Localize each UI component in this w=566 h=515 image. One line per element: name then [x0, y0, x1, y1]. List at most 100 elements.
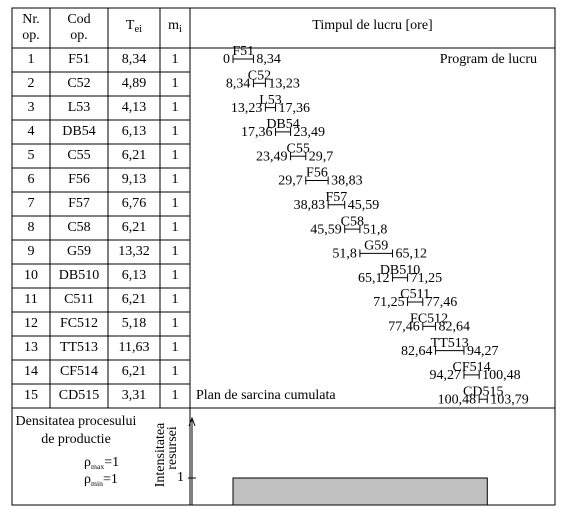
cell: 3 [28, 100, 35, 115]
cell: 1 [172, 196, 179, 211]
load-bar [232, 477, 488, 506]
op-code: C55 [286, 141, 309, 156]
cell: 1 [172, 220, 179, 235]
axis-arrow [188, 416, 196, 427]
cell: 12 [24, 316, 38, 331]
cell: 1 [172, 76, 179, 91]
end-label: 65,12 [396, 247, 428, 262]
op-code: F51 [232, 44, 254, 59]
main: m [168, 18, 179, 33]
cell: 4,13 [122, 100, 147, 115]
cell: 8 [28, 220, 35, 235]
header-cell: Nr. op. [22, 12, 40, 43]
end-label: 82,64 [438, 320, 470, 335]
start-label: 100,48 [438, 392, 477, 407]
op-code: F57 [326, 190, 348, 205]
cell: 1 [172, 364, 179, 379]
end-label: 8,34 [256, 52, 281, 67]
cell: 9,13 [122, 172, 147, 187]
cell: CD515 [59, 388, 99, 403]
header-cell: Tei [126, 18, 142, 35]
axis-label: Intensitatea [153, 422, 168, 487]
cell: 1 [172, 100, 179, 115]
start-label: 51,8 [332, 247, 357, 262]
end-label: 29,7 [309, 149, 334, 164]
cell: C55 [67, 148, 90, 163]
cell: 1 [172, 124, 179, 139]
sub: i [179, 24, 182, 35]
header-cell: Timpul de lucru [ore] [312, 18, 432, 33]
rho-min: ρmin=1 [84, 472, 118, 488]
cell: 14 [24, 364, 38, 379]
end-label: 45,59 [348, 198, 380, 213]
cell: 1 [172, 148, 179, 163]
op-code: CD515 [463, 384, 503, 399]
start-label: 8,34 [226, 77, 251, 92]
op-code: CF514 [453, 360, 491, 375]
sub: min [91, 479, 103, 488]
start-label: 17,36 [241, 125, 273, 140]
end-label: 38,83 [331, 174, 363, 189]
cell: 6,21 [122, 292, 147, 307]
op-code: C58 [341, 214, 364, 229]
cell: 6,13 [122, 124, 147, 139]
cell: 8,34 [122, 52, 147, 67]
sub: max [91, 462, 104, 471]
y-tick-label: 1 [177, 470, 184, 485]
density-title: Densitatea procesului [16, 414, 137, 429]
cell: 1 [172, 340, 179, 355]
cell: 1 [172, 388, 179, 403]
cell: 4,89 [122, 76, 147, 91]
main: ρ [84, 455, 91, 470]
cell: 5,18 [122, 316, 147, 331]
cell: 10 [24, 268, 38, 283]
main: ρ [84, 472, 91, 487]
start-label: 38,83 [294, 198, 326, 213]
end-label: 71,25 [411, 271, 443, 286]
cell: 1 [172, 268, 179, 283]
cell: F51 [68, 52, 90, 67]
header-cell: mi [168, 18, 182, 35]
cell: DB54 [62, 124, 95, 139]
cell: 1 [172, 172, 179, 187]
rest: =1 [103, 472, 118, 487]
cell: CF514 [60, 364, 98, 379]
op-code: C52 [248, 69, 271, 84]
cell: TT513 [60, 340, 98, 355]
rest: =1 [104, 455, 119, 470]
op-code: F56 [306, 166, 328, 181]
cell: 15 [24, 388, 38, 403]
start-label: 82,64 [401, 344, 433, 359]
cell: 11,63 [119, 340, 150, 355]
program-label: Program de lucru [440, 52, 537, 67]
cell: 1 [28, 52, 35, 67]
start-label: 94,27 [429, 368, 461, 383]
cell: 9 [28, 244, 35, 259]
sub: ei [134, 24, 142, 35]
op-code: DB510 [380, 263, 420, 278]
cell: F56 [68, 172, 90, 187]
cell: C511 [64, 292, 94, 307]
op-code: C511 [400, 287, 430, 302]
start-label: 23,49 [256, 149, 288, 164]
cell: 6,76 [122, 196, 147, 211]
main: T [126, 18, 135, 33]
cumulative-label: Plan de sarcina cumulata [196, 388, 336, 403]
cell: 2 [28, 76, 35, 91]
start-label: 29,7 [278, 174, 303, 189]
cell: 3,31 [122, 388, 147, 403]
start-label: 0 [223, 52, 230, 67]
op-code: G59 [364, 239, 388, 254]
cell: L53 [68, 100, 91, 115]
cell: 4 [28, 124, 35, 139]
end-label: 13,23 [268, 77, 300, 92]
start-label: 71,25 [373, 295, 405, 310]
start-label: 65,12 [358, 271, 390, 286]
start-label: 77,46 [388, 320, 420, 335]
cell: 11 [24, 292, 37, 307]
end-label: 94,27 [467, 344, 499, 359]
cell: 6,21 [122, 364, 147, 379]
op-code: FC512 [410, 312, 448, 327]
cell: 1 [172, 316, 179, 331]
